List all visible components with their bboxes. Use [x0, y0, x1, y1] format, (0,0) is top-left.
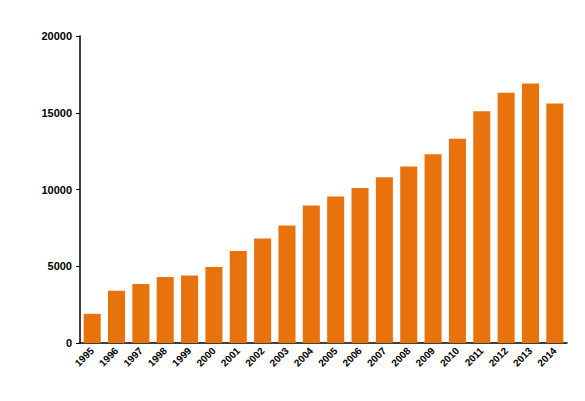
svg-text:2001: 2001 [219, 345, 243, 369]
svg-text:15000: 15000 [41, 107, 72, 119]
svg-text:2000: 2000 [194, 345, 218, 369]
svg-text:2012: 2012 [487, 345, 511, 369]
svg-text:20000: 20000 [41, 30, 72, 42]
svg-text:2009: 2009 [413, 345, 437, 369]
svg-text:2013: 2013 [511, 345, 535, 369]
svg-text:2014: 2014 [535, 345, 559, 369]
svg-text:1995: 1995 [73, 345, 97, 369]
svg-text:2004: 2004 [292, 345, 316, 369]
svg-text:2007: 2007 [365, 345, 389, 369]
svg-text:1999: 1999 [170, 345, 194, 369]
svg-text:1997: 1997 [121, 345, 145, 369]
svg-text:2008: 2008 [389, 345, 413, 369]
svg-text:2011: 2011 [463, 345, 486, 368]
svg-text:2002: 2002 [243, 345, 267, 369]
svg-text:2010: 2010 [438, 345, 462, 369]
svg-text:2006: 2006 [340, 345, 364, 369]
svg-text:10000: 10000 [41, 184, 72, 196]
svg-text:2003: 2003 [267, 345, 291, 369]
svg-text:0: 0 [66, 337, 72, 349]
svg-text:5000: 5000 [48, 260, 72, 272]
svg-text:2005: 2005 [316, 345, 340, 369]
svg-text:1998: 1998 [146, 345, 170, 369]
svg-text:1996: 1996 [97, 345, 121, 369]
